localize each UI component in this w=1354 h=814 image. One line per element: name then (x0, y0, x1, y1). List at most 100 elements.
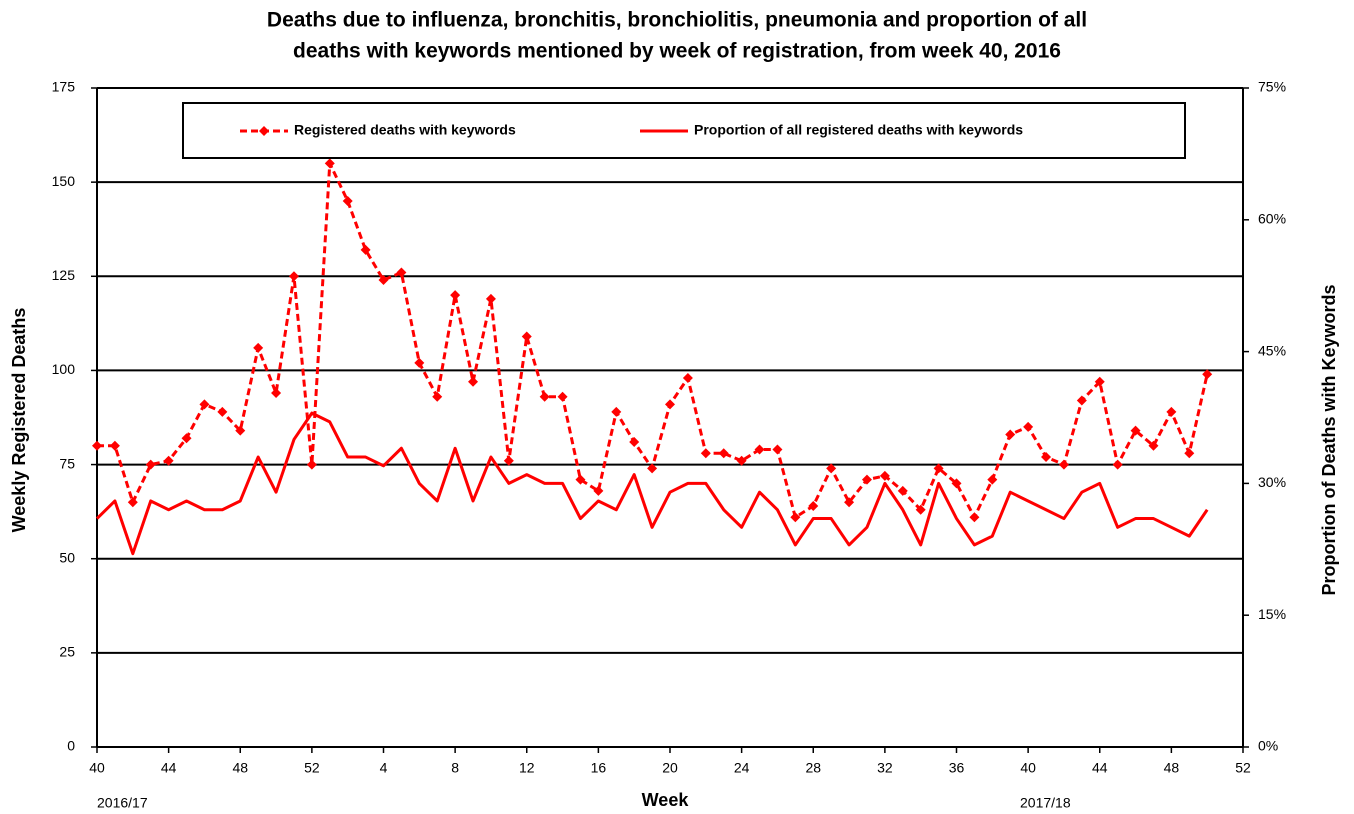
chart-title: Deaths due to influenza, bronchitis, bro… (267, 9, 1087, 32)
x-tick-label: 48 (232, 760, 248, 776)
point-marker (414, 357, 425, 368)
y-tick-label: 175 (52, 79, 76, 95)
point-marker (1005, 429, 1016, 440)
point-marker (575, 474, 586, 485)
x-tick-label: 48 (1164, 760, 1180, 776)
point-marker (521, 331, 532, 342)
point-marker (342, 195, 353, 206)
x-tick-label: 44 (161, 760, 177, 776)
point-marker (754, 444, 765, 455)
x-tick-label: 40 (89, 760, 105, 776)
point-marker (861, 474, 872, 485)
point-marker (360, 244, 371, 255)
x-tick-label: 16 (591, 760, 607, 776)
y2-tick-label: 30% (1258, 474, 1286, 490)
point-marker (1058, 459, 1069, 470)
point-marker (1023, 421, 1034, 432)
x-tick-label: 28 (805, 760, 821, 776)
point-marker (253, 342, 264, 353)
point-marker (145, 459, 156, 470)
legend-marker (259, 126, 269, 136)
point-marker (933, 463, 944, 474)
annotation: 2017/18 (1020, 795, 1071, 811)
point-marker (109, 440, 120, 451)
legend-label: Registered deaths with keywords (294, 122, 516, 138)
point-marker (217, 406, 228, 417)
point-marker (1076, 395, 1087, 406)
y2-axis-label: Proportion of Deaths with Keywords (1319, 284, 1339, 595)
point-marker (1184, 448, 1195, 459)
y2-tick-label: 45% (1258, 342, 1286, 358)
point-marker (772, 444, 783, 455)
y-tick-label: 150 (52, 173, 76, 189)
y-tick-label: 100 (52, 361, 76, 377)
y-tick-label: 0 (67, 738, 75, 754)
point-marker (629, 436, 640, 447)
point-marker (790, 512, 801, 523)
x-tick-label: 12 (519, 760, 535, 776)
y-axis-label: Weekly Registered Deaths (9, 308, 29, 533)
x-tick-label: 20 (662, 760, 678, 776)
point-marker (450, 290, 461, 301)
y2-tick-label: 15% (1258, 606, 1286, 622)
point-marker (593, 485, 604, 496)
point-marker (127, 497, 138, 508)
point-marker (181, 433, 192, 444)
point-marker (915, 504, 926, 515)
x-tick-label: 44 (1092, 760, 1108, 776)
point-marker (503, 455, 514, 466)
point-marker (288, 271, 299, 282)
y-tick-label: 75 (59, 455, 75, 471)
x-tick-label: 24 (734, 760, 750, 776)
point-marker (199, 399, 210, 410)
point-marker (951, 478, 962, 489)
x-tick-label: 40 (1020, 760, 1036, 776)
point-marker (1148, 440, 1159, 451)
point-marker (736, 455, 747, 466)
point-marker (92, 440, 102, 451)
y-tick-label: 25 (59, 644, 75, 660)
point-marker (808, 500, 819, 511)
x-tick-label: 32 (877, 760, 893, 776)
y2-tick-label: 60% (1258, 211, 1286, 227)
point-marker (969, 512, 980, 523)
point-marker (306, 459, 317, 470)
point-marker (897, 485, 908, 496)
point-marker (557, 391, 568, 402)
point-marker (485, 293, 496, 304)
x-axis-label: Week (642, 790, 690, 810)
legend-box (182, 102, 1186, 159)
point-marker (1202, 369, 1213, 380)
point-marker (378, 275, 389, 286)
point-marker (324, 158, 335, 169)
x-tick-label: 36 (949, 760, 965, 776)
point-marker (682, 372, 693, 383)
point-marker (826, 463, 837, 474)
y2-tick-label: 75% (1258, 79, 1286, 95)
point-marker (844, 497, 855, 508)
point-marker (987, 474, 998, 485)
y2-tick-label: 0% (1258, 738, 1278, 754)
point-marker (163, 455, 174, 466)
point-marker (432, 391, 443, 402)
point-marker (1112, 459, 1123, 470)
point-marker (539, 391, 550, 402)
point-marker (468, 376, 479, 387)
x-tick-label: 8 (451, 760, 459, 776)
point-marker (1041, 452, 1052, 463)
point-marker (879, 470, 890, 481)
point-marker (271, 388, 282, 399)
chart-title: deaths with keywords mentioned by week o… (293, 40, 1061, 63)
x-tick-label: 52 (304, 760, 320, 776)
point-marker (1130, 425, 1141, 436)
y-tick-label: 125 (52, 267, 76, 283)
point-marker (700, 448, 711, 459)
series-line (95, 411, 1209, 556)
point-marker (1094, 376, 1105, 387)
y-tick-label: 50 (59, 549, 75, 565)
x-tick-label: 52 (1235, 760, 1251, 776)
legend-label: Proportion of all registered deaths with… (694, 122, 1023, 138)
x-tick-label: 4 (380, 760, 388, 776)
point-marker (718, 448, 729, 459)
